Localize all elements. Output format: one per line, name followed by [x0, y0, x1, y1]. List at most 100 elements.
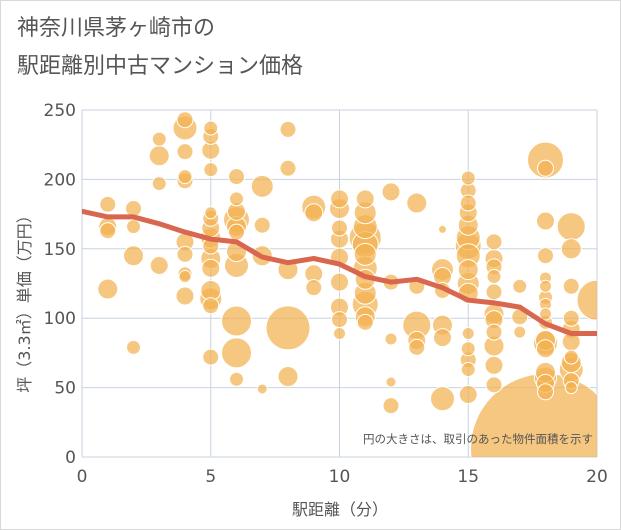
y-tick-label: 200: [44, 170, 76, 190]
data-bubble: [513, 325, 527, 339]
data-bubble: [176, 143, 194, 161]
data-bubble: [330, 272, 349, 292]
data-bubble: [177, 169, 193, 185]
y-tick-labels: 0 50 100 150 200 250: [44, 101, 76, 468]
data-bubble: [99, 195, 117, 213]
data-bubble: [460, 170, 476, 186]
data-bubble: [277, 365, 299, 387]
x-tick-label: 10: [329, 467, 351, 487]
y-tick-label: 150: [44, 240, 76, 260]
data-bubble: [229, 191, 244, 207]
data-bubble: [408, 338, 426, 356]
data-bubble: [175, 286, 195, 306]
data-bubble: [229, 371, 244, 387]
data-bubble: [512, 278, 528, 294]
data-bubble: [356, 313, 374, 331]
data-bubble: [459, 194, 477, 212]
data-bubble: [537, 383, 554, 401]
y-tick-label: 250: [44, 101, 76, 121]
data-bubble: [556, 212, 586, 242]
data-bubble: [203, 120, 219, 136]
data-bubble: [279, 120, 297, 138]
bubble-series: [97, 111, 597, 457]
data-bubble: [433, 328, 452, 348]
x-tick-label: 5: [205, 467, 216, 487]
x-tick-labels: 0 5 10 15 20: [77, 467, 608, 487]
data-bubble: [253, 216, 271, 234]
data-bubble: [202, 297, 220, 315]
data-bubble: [460, 341, 476, 357]
data-bubble: [461, 326, 475, 340]
data-bubble: [385, 376, 397, 388]
data-bubble: [537, 159, 554, 177]
data-bubble: [99, 222, 117, 240]
data-bubble: [331, 311, 348, 329]
data-bubble: [406, 192, 428, 214]
data-bubble: [560, 238, 582, 260]
data-bubble: [355, 189, 375, 209]
y-tick-label: 100: [44, 309, 76, 329]
x-axis-title: 駅距離（分）: [292, 500, 388, 519]
data-bubble: [126, 219, 141, 235]
data-bubble: [485, 376, 503, 394]
data-bubble: [457, 259, 479, 281]
data-bubble: [178, 270, 192, 284]
data-bubble: [97, 278, 119, 300]
data-bubble: [305, 279, 323, 297]
data-bubble: [438, 224, 447, 234]
data-bubble: [176, 111, 194, 129]
data-bubble: [126, 339, 141, 355]
data-bubble: [123, 245, 144, 267]
data-bubble: [382, 397, 400, 415]
data-bubble: [204, 206, 218, 220]
data-bubble: [151, 131, 167, 147]
data-bubble: [250, 174, 274, 198]
data-bubble: [331, 219, 348, 237]
data-bubble: [562, 277, 580, 295]
data-bubble: [277, 259, 299, 281]
data-bubble: [265, 305, 311, 351]
data-bubble: [562, 309, 580, 327]
data-bubble: [279, 159, 297, 177]
trend-series: [82, 208, 597, 336]
y-tick-label: 0: [65, 448, 76, 468]
data-bubble: [333, 326, 346, 340]
data-bubble: [485, 283, 503, 301]
data-bubble: [539, 279, 552, 293]
data-bubble: [486, 269, 502, 285]
y-tick-label: 50: [54, 379, 76, 399]
data-bubble: [485, 323, 503, 341]
data-bubble: [564, 381, 578, 395]
data-bubble: [537, 247, 554, 265]
data-bubble: [576, 279, 597, 321]
data-bubble: [539, 307, 552, 321]
data-bubble: [430, 386, 455, 412]
data-bubble: [458, 385, 478, 405]
page-title-line2: 駅距離別中古マンション価格: [17, 54, 304, 79]
page-title-line1: 神奈川県茅ヶ崎市の: [17, 16, 216, 41]
data-bubble: [228, 223, 245, 241]
trend-line: [82, 208, 597, 336]
x-tick-label: 0: [77, 467, 88, 487]
data-bubble: [221, 337, 252, 369]
data-bubble: [202, 348, 220, 366]
data-bubble: [149, 255, 169, 275]
data-bubble: [176, 245, 194, 263]
data-bubble: [201, 258, 221, 278]
data-bubble: [228, 168, 245, 186]
data-bubble: [381, 182, 401, 202]
data-bubble: [148, 145, 170, 167]
x-tick-label: 20: [586, 467, 608, 487]
data-bubble: [484, 355, 504, 375]
data-bubble: [221, 305, 252, 337]
y-axis-title: 坪（3.3㎡）単価（万円）: [15, 207, 34, 392]
data-bubble: [330, 189, 349, 209]
data-bubble: [384, 332, 398, 346]
data-bubble: [563, 349, 579, 365]
data-bubble: [125, 200, 142, 218]
x-tick-label: 15: [457, 467, 479, 487]
data-bubble: [536, 339, 555, 359]
data-bubble: [353, 242, 377, 266]
data-bubble: [151, 176, 167, 192]
